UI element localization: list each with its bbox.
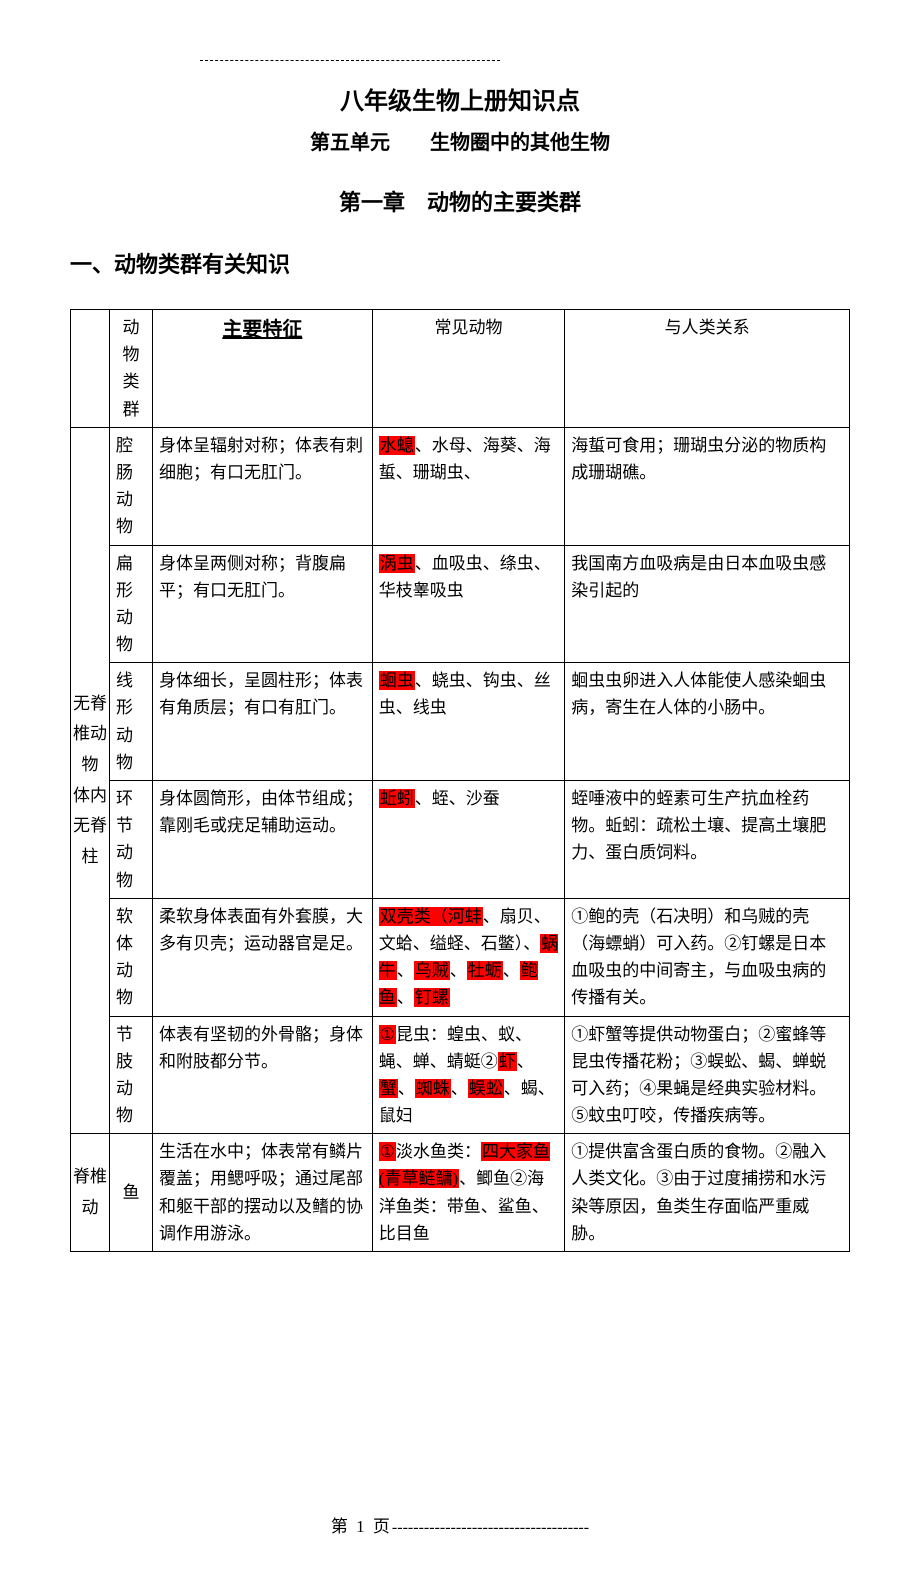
group-invertebrate: 无脊椎动物 体内无脊柱 (71, 427, 110, 1134)
highlight: 牡蛎 (467, 961, 503, 980)
page-title: 八年级生物上册知识点 (70, 81, 850, 116)
cell-animals: ①淡水鱼类：四大家鱼(青草鲢鳙)、鲫鱼②海洋鱼类：带鱼、鲨鱼、比目鱼 (372, 1134, 565, 1252)
cell-relation: 海蜇可食用；珊瑚虫分泌的物质构成珊瑚礁。 (565, 427, 850, 545)
text: 、 (397, 988, 414, 1007)
cell-animals: 蚯蚓、蛭、沙蚕 (372, 781, 565, 899)
page-footer: 第 1 页-----------------------------------… (70, 1512, 850, 1537)
table-row: 环节动物 身体圆筒形，由体节组成；靠刚毛或疣足辅助运动。 蚯蚓、蛭、沙蚕 蛭唾液… (71, 781, 850, 899)
text: 、 (451, 1079, 468, 1098)
col-feature: 主要特征 (152, 310, 372, 428)
cell-relation: ①提供富含蛋白质的食物。②融入人类文化。③由于过度捕捞和水污染等原因，鱼类生存面… (565, 1134, 850, 1252)
text: 、 (450, 961, 467, 980)
col-group (71, 310, 110, 428)
table-row: 无脊椎动物 体内无脊柱 腔肠动物 身体呈辐射对称；体表有刺细胞；有口无肛门。 水… (71, 427, 850, 545)
cell-feature: 身体圆筒形，由体节组成；靠刚毛或疣足辅助运动。 (152, 781, 372, 899)
cell-relation: ①虾蟹等提供动物蛋白；②蜜蜂等昆虫传播花粉；③蜈蚣、蝎、蝉蜕可入药；④果蝇是经典… (565, 1016, 850, 1134)
cell-name: 软体动物 (110, 898, 153, 1016)
col-name: 动物类群 (110, 310, 153, 428)
col-relation: 与人类关系 (565, 310, 850, 428)
text: 、 (398, 1079, 415, 1098)
group-vertebrate: 脊椎动 (71, 1134, 110, 1252)
text: 淡水鱼类： (396, 1142, 481, 1161)
cell-animals: 水螅、水母、海葵、海蜇、珊瑚虫、 (372, 427, 565, 545)
cell-feature: 身体呈辐射对称；体表有刺细胞；有口无肛门。 (152, 427, 372, 545)
highlight: ① (379, 1142, 396, 1161)
chapter-title: 第一章 动物的主要类群 (70, 185, 850, 217)
highlight: 涡虫 (379, 554, 415, 573)
cell-name: 鱼 (110, 1134, 153, 1252)
cell-relation: 蛭唾液中的蛭素可生产抗血栓药物。蚯蚓：疏松土壤、提高土壤肥力、蛋白质饲料。 (565, 781, 850, 899)
table-header-row: 动物类群 主要特征 常见动物 与人类关系 (71, 310, 850, 428)
table-row: 线形动物 身体细长，呈圆柱形；体表有角质层；有口有肛门。 蛔虫、蛲虫、钩虫、丝虫… (71, 663, 850, 781)
top-divider (200, 60, 500, 61)
cell-feature: 身体呈两侧对称；背腹扁平；有口无肛门。 (152, 545, 372, 663)
highlight: 虾 (498, 1052, 517, 1071)
table-row: 扁形动物 身体呈两侧对称；背腹扁平；有口无肛门。 涡虫、血吸虫、绦虫、华枝睾吸虫… (71, 545, 850, 663)
animal-classification-table: 动物类群 主要特征 常见动物 与人类关系 无脊椎动物 体内无脊柱 腔肠动物 身体… (70, 309, 850, 1252)
cell-animals: 涡虫、血吸虫、绦虫、华枝睾吸虫 (372, 545, 565, 663)
footer-dash-right: ------------------------------------- (392, 1519, 589, 1536)
cell-name: 环节动物 (110, 781, 153, 899)
cell-animals: ①昆虫：蝗虫、蚁、蝇、蝉、蜻蜓②虾、蟹、蜘蛛、蜈蚣、蝎、鼠妇 (372, 1016, 565, 1134)
cell-relation: 我国南方血吸病是由日本血吸虫感染引起的 (565, 545, 850, 663)
page-number: 第 1 页 (331, 1517, 392, 1536)
highlight: 乌贼 (414, 961, 450, 980)
text: 、蛭、沙蚕 (415, 789, 500, 808)
col-animals: 常见动物 (372, 310, 565, 428)
text: 、 (397, 961, 414, 980)
highlight: 水螅 (379, 436, 415, 455)
cell-feature: 生活在水中；体表常有鳞片覆盖；用鳃呼吸；通过尾部和躯干部的摆动以及鳍的协调作用游… (152, 1134, 372, 1252)
highlight: 蟹 (379, 1079, 398, 1098)
cell-name: 线形动物 (110, 663, 153, 781)
highlight: 蜈蚣 (468, 1079, 504, 1098)
table-row: 节肢动物 体表有坚韧的外骨骼；身体和附肢都分节。 ①昆虫：蝗虫、蚁、蝇、蝉、蜻蜓… (71, 1016, 850, 1134)
highlight: ① (379, 1025, 396, 1044)
section-heading: 一、动物类群有关知识 (70, 247, 850, 279)
cell-relation: ①鲍的壳（石决明）和乌贼的壳（海螵蛸）可入药。②钉螺是日本血吸虫的中间寄主，与血… (565, 898, 850, 1016)
cell-name: 节肢动物 (110, 1016, 153, 1134)
cell-animals: 蛔虫、蛲虫、钩虫、丝虫、线虫 (372, 663, 565, 781)
cell-animals: 双壳类（河蚌、扇贝、文蛤、缢蛏、石鳖）、蜗牛、乌贼、牡蛎、鲍鱼、钉螺 (372, 898, 565, 1016)
table-row: 脊椎动 鱼 生活在水中；体表常有鳞片覆盖；用鳃呼吸；通过尾部和躯干部的摆动以及鳍… (71, 1134, 850, 1252)
cell-feature: 柔软身体表面有外套膜，大多有贝壳；运动器官是足。 (152, 898, 372, 1016)
highlight: 双壳类（河蚌 (379, 907, 483, 926)
cell-feature: 体表有坚韧的外骨骼；身体和附肢都分节。 (152, 1016, 372, 1134)
highlight: 蚯蚓 (379, 789, 415, 808)
highlight: 蛔虫 (379, 671, 415, 690)
unit-title: 第五单元 生物圈中的其他生物 (70, 126, 850, 155)
highlight: 蜘蛛 (415, 1079, 451, 1098)
cell-name: 腔肠动物 (110, 427, 153, 545)
cell-name: 扁形动物 (110, 545, 153, 663)
table-row: 软体动物 柔软身体表面有外套膜，大多有贝壳；运动器官是足。 双壳类（河蚌、扇贝、… (71, 898, 850, 1016)
highlight: 钉螺 (414, 988, 450, 1007)
text: 、 (517, 1052, 534, 1071)
text: 、 (503, 961, 520, 980)
cell-feature: 身体细长，呈圆柱形；体表有角质层；有口有肛门。 (152, 663, 372, 781)
cell-relation: 蛔虫虫卵进入人体能使人感染蛔虫病，寄生在人体的小肠中。 (565, 663, 850, 781)
